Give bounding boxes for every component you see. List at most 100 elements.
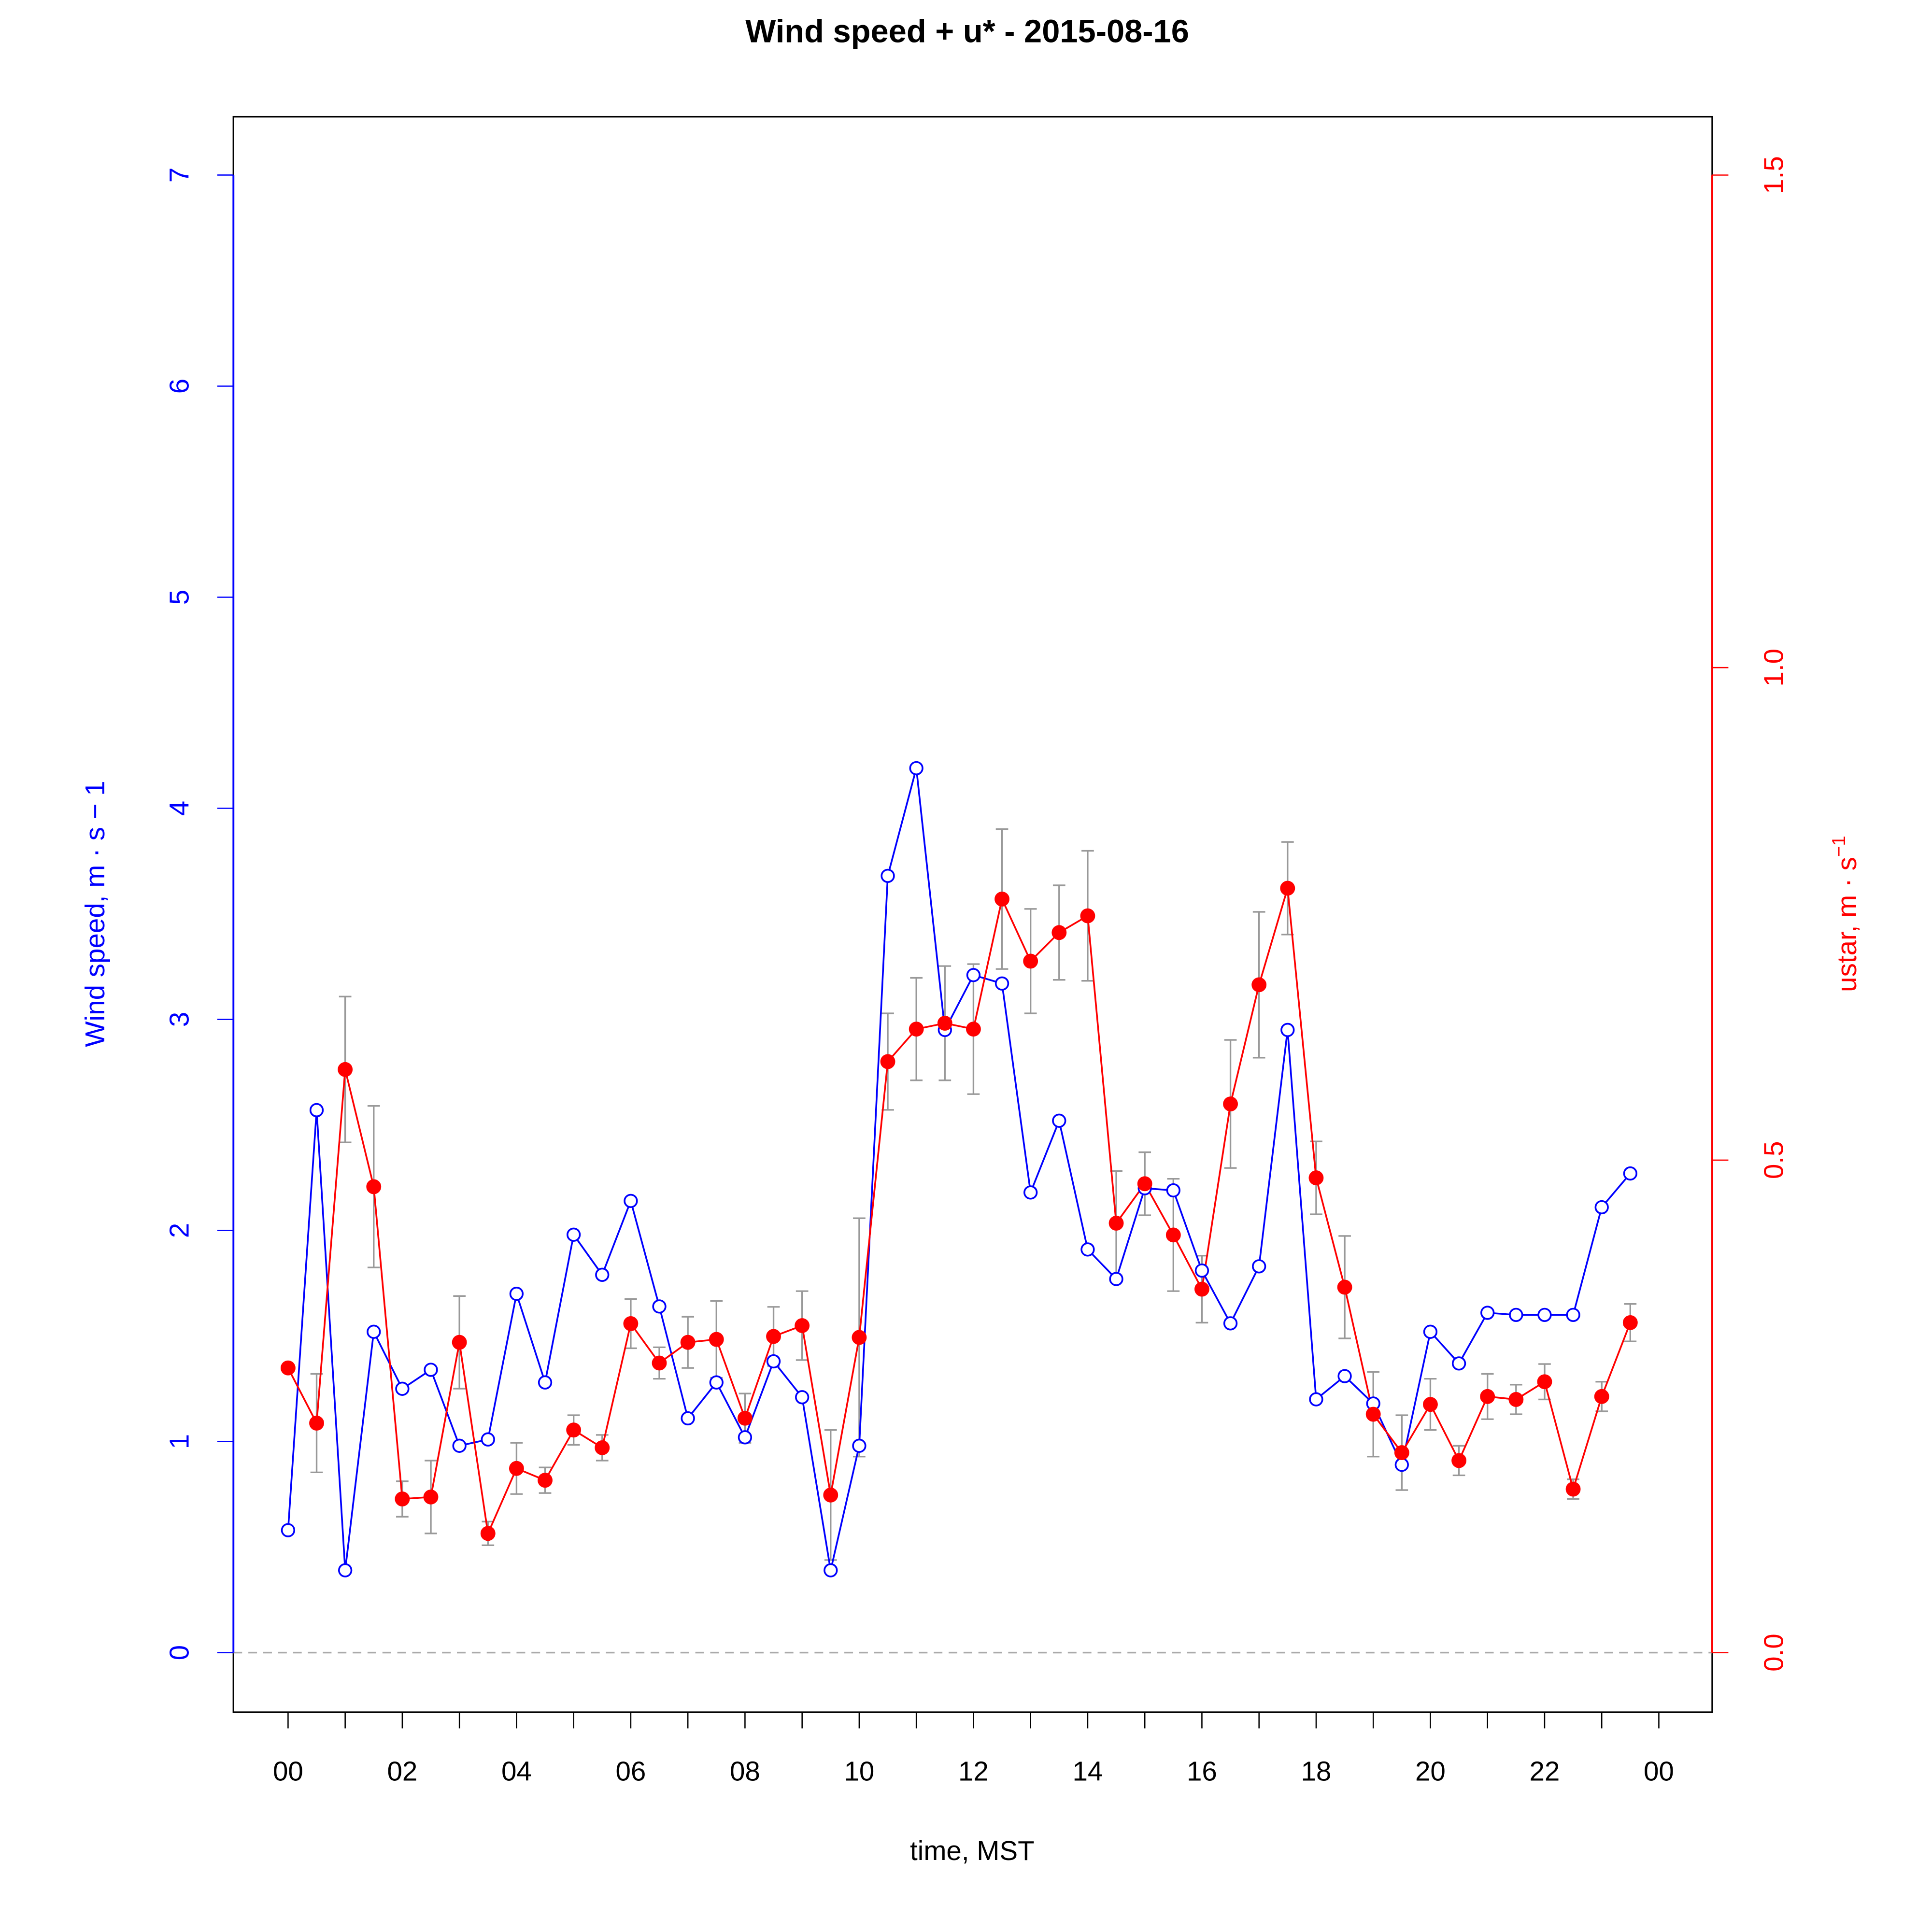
wind-speed-point — [624, 1193, 638, 1208]
wind-speed-point — [424, 1363, 438, 1377]
y-axis-label-left: Wind speed, m · s − 1 — [80, 781, 110, 1047]
chart-title: Wind speed + u* - 2015-08-16 — [745, 14, 1189, 49]
wind-speed-point — [367, 1324, 381, 1339]
x-tick-label: 04 — [501, 1756, 532, 1786]
x-tick-label: 16 — [1187, 1756, 1217, 1786]
y-axis-label-right-text: ustar, m · s — [1832, 857, 1862, 992]
ustar-point — [966, 1022, 981, 1037]
ustar-point — [1308, 1170, 1324, 1186]
wind-speed-point — [1223, 1316, 1238, 1331]
ustar-point — [1165, 1227, 1181, 1243]
y-tick-label-right: 0.5 — [1759, 1141, 1789, 1179]
ustar-point — [1051, 925, 1067, 940]
x-tick-label: 00 — [273, 1756, 303, 1786]
y-tick-label-left: 2 — [164, 1223, 195, 1238]
wind-speed-point — [1052, 1113, 1066, 1128]
wind-speed-point — [595, 1267, 610, 1282]
ustar-point — [1537, 1374, 1552, 1390]
ustar-point — [937, 1015, 952, 1031]
ustar-point — [652, 1355, 667, 1371]
ustar-point — [852, 1330, 867, 1345]
wind-speed-point — [1423, 1324, 1438, 1339]
ustar-point — [880, 1054, 895, 1069]
ustar-point — [1622, 1315, 1638, 1330]
wind-speed-point — [481, 1432, 495, 1447]
ustar-point — [1365, 1406, 1381, 1422]
ustar-point — [737, 1410, 753, 1426]
y-tick-label-left: 3 — [164, 1012, 195, 1027]
wind-speed-point — [1451, 1356, 1466, 1371]
wind-speed-point — [1594, 1200, 1609, 1215]
ustar-point — [623, 1316, 639, 1331]
wind-speed-point — [509, 1287, 524, 1301]
wind-speed-point — [452, 1438, 467, 1453]
y-tick-label-left: 4 — [164, 801, 195, 816]
ustar-point — [709, 1332, 724, 1347]
y-axis-label-right-sup: −1 — [1829, 836, 1849, 857]
wind-speed-point — [1337, 1369, 1352, 1383]
ustar-point — [994, 892, 1009, 907]
wind-speed-point — [1480, 1306, 1495, 1320]
wind-speed-point — [567, 1227, 581, 1242]
ustar-point — [1423, 1397, 1438, 1412]
ustar-point — [1451, 1453, 1466, 1468]
x-tick-label: 12 — [958, 1756, 989, 1786]
wind-speed-point — [1309, 1392, 1323, 1406]
ustar-point — [423, 1489, 439, 1505]
ustar-point — [509, 1461, 524, 1476]
wind-speed-point — [309, 1103, 324, 1118]
wind-speed-point — [1023, 1185, 1038, 1200]
y-tick-label-left: 1 — [164, 1434, 195, 1449]
wind-speed-point — [652, 1299, 667, 1314]
x-tick-label: 14 — [1072, 1756, 1103, 1786]
wind-speed-point — [966, 968, 981, 982]
wind-speed-point — [881, 868, 895, 883]
x-tick-label: 10 — [844, 1756, 874, 1786]
ustar-point — [823, 1487, 838, 1503]
wind-speed-point — [395, 1381, 410, 1396]
wind-speed-point — [1194, 1263, 1209, 1278]
ustar-point — [280, 1360, 296, 1376]
wind-speed-point — [1566, 1307, 1580, 1322]
y-tick-label-left: 5 — [164, 590, 195, 605]
ustar-point — [395, 1492, 410, 1506]
wind-speed-point — [709, 1375, 724, 1390]
wind-speed-point — [795, 1390, 810, 1405]
wind-speed-point — [1623, 1166, 1637, 1181]
wind-speed-point — [738, 1430, 753, 1445]
ustar-point — [338, 1062, 353, 1077]
ustar-point — [1565, 1481, 1581, 1497]
ustar-point — [680, 1335, 696, 1350]
y-tick-label-right: 1.0 — [1759, 649, 1789, 687]
wind-speed-point — [281, 1523, 296, 1537]
wind-speed-point — [766, 1354, 781, 1369]
ustar-point — [766, 1329, 781, 1344]
wind-speed-point — [824, 1563, 838, 1577]
y-tick-label-left: 0 — [164, 1645, 195, 1660]
ustar-point — [566, 1422, 582, 1438]
ustar-point — [1223, 1096, 1238, 1112]
ustar-point — [1337, 1279, 1352, 1295]
x-tick-label: 22 — [1529, 1756, 1560, 1786]
x-tick-label: 06 — [615, 1756, 646, 1786]
ustar-point — [480, 1526, 496, 1541]
wind-speed-point — [338, 1563, 353, 1577]
y-tick-label-right: 1.5 — [1759, 156, 1789, 194]
ustar-point — [1508, 1392, 1524, 1407]
wind-speed-point — [1080, 1242, 1095, 1257]
y-tick-label-right: 0.0 — [1759, 1634, 1789, 1672]
ustar-point — [909, 1022, 924, 1037]
wind-speed-point — [994, 976, 1009, 991]
ustar-point — [538, 1473, 553, 1488]
wind-speed-point — [1509, 1307, 1523, 1322]
wind-speed-line — [287, 768, 1631, 1571]
ustar-point — [366, 1179, 382, 1194]
x-tick-label: 02 — [387, 1756, 417, 1786]
ustar-point — [1023, 953, 1038, 969]
y-tick-label-left: 7 — [164, 168, 195, 183]
wind-speed-point — [852, 1438, 867, 1453]
x-axis-label: time, MST — [910, 1835, 1035, 1866]
wind-speed-point — [1394, 1457, 1409, 1472]
ustar-point — [1080, 908, 1095, 923]
